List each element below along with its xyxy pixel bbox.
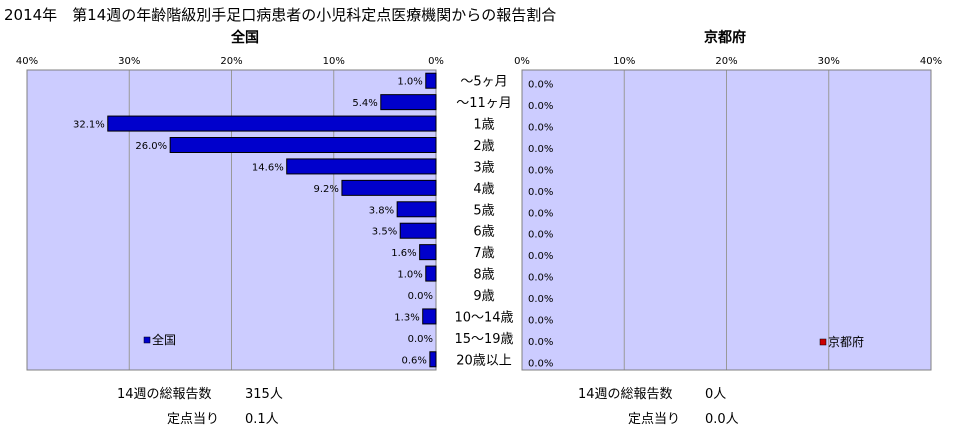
national-bar	[425, 265, 437, 282]
national-total-label: 14週の総報告数	[117, 387, 212, 402]
national-data-label: 26.0%	[135, 141, 167, 152]
kyoto-data-label: 0.0%	[528, 80, 553, 91]
national-total-value: 315人	[245, 387, 283, 402]
age-category-label: 6歳	[473, 225, 494, 240]
kyoto-data-label: 0.0%	[528, 187, 553, 198]
age-category-label: 5歳	[473, 203, 494, 218]
kyoto-legend-marker	[819, 338, 827, 346]
age-category-label: 20歳以上	[456, 353, 512, 368]
kyoto-total-label: 14週の総報告数	[578, 387, 673, 402]
age-category-label: ～11ヶ月	[456, 96, 512, 111]
kyoto-data-label: 0.0%	[528, 123, 553, 134]
kyoto-x-tick-label: 30%	[818, 56, 840, 67]
kyoto-data-label: 0.0%	[528, 165, 553, 176]
national-bar	[419, 244, 437, 261]
kyoto-per-site-value: 0.0人	[705, 412, 739, 427]
national-data-label: 3.8%	[369, 205, 394, 216]
age-category-label: 3歳	[473, 160, 494, 175]
national-data-label: 1.3%	[394, 312, 419, 323]
national-x-tick-label: 10%	[323, 56, 345, 67]
national-bar	[286, 158, 437, 175]
national-data-label: 0.0%	[408, 291, 433, 302]
national-x-tick-label: 30%	[118, 56, 140, 67]
age-category-label: 10～14歳	[454, 310, 513, 325]
age-category-label: ～5ヶ月	[460, 75, 507, 90]
kyoto-total-value: 0人	[705, 387, 727, 402]
kyoto-data-label: 0.0%	[528, 101, 553, 112]
kyoto-x-tick-label: 40%	[920, 56, 942, 67]
national-bar	[399, 222, 437, 239]
age-category-label: 9歳	[473, 289, 494, 304]
national-x-tick-label: 40%	[16, 56, 38, 67]
kyoto-data-label: 0.0%	[528, 251, 553, 262]
national-data-label: 0.6%	[401, 355, 426, 366]
national-data-label: 5.4%	[352, 98, 377, 109]
kyoto-data-label: 0.0%	[528, 208, 553, 219]
kyoto-data-label: 0.0%	[528, 144, 553, 155]
national-data-label: 1.6%	[391, 248, 416, 259]
age-category-label: 1歳	[473, 118, 494, 133]
national-data-label: 9.2%	[314, 184, 339, 195]
national-data-label: 1.0%	[397, 270, 422, 281]
national-per-site-label: 定点当り	[167, 412, 220, 427]
national-data-label: 3.5%	[372, 227, 397, 238]
national-data-label: 14.6%	[252, 162, 284, 173]
national-per-site-value: 0.1人	[245, 412, 279, 427]
national-bar	[107, 115, 437, 132]
national-x-tick-label: 0%	[428, 56, 444, 67]
kyoto-plot-border	[521, 69, 932, 371]
age-category-label: 4歳	[473, 182, 494, 197]
kyoto-data-label: 0.0%	[528, 315, 553, 326]
national-bar	[169, 137, 437, 153]
kyoto-x-tick-label: 20%	[715, 56, 737, 67]
national-legend-label: 全国	[152, 332, 176, 347]
national-legend-marker	[143, 336, 151, 344]
national-bar	[341, 179, 437, 196]
national-bar	[429, 351, 437, 368]
kyoto-data-label: 0.0%	[528, 358, 553, 369]
national-bar	[425, 72, 437, 89]
kyoto-x-tick-label: 0%	[514, 56, 530, 67]
age-category-label: 8歳	[473, 268, 494, 283]
national-bar	[380, 94, 437, 111]
age-category-label: 15～19歳	[454, 332, 513, 347]
national-chart-title: 全国	[231, 30, 259, 46]
kyoto-x-tick-label: 10%	[613, 56, 635, 67]
kyoto-legend-label: 京都府	[828, 334, 864, 349]
national-plot-border	[26, 69, 437, 371]
age-category-label: 2歳	[473, 139, 494, 154]
kyoto-data-label: 0.0%	[528, 273, 553, 284]
kyoto-per-site-label: 定点当り	[628, 412, 681, 427]
national-data-label: 32.1%	[73, 120, 105, 131]
national-bar	[422, 308, 437, 325]
kyoto-data-label: 0.0%	[528, 294, 553, 305]
page-title: 2014年 第14週の年齢階級別手足口病患者の小児科定点医療機関からの報告割合	[4, 6, 557, 24]
national-bar	[396, 201, 437, 218]
kyoto-data-label: 0.0%	[528, 337, 553, 348]
kyoto-data-label: 0.0%	[528, 230, 553, 241]
national-data-label: 0.0%	[408, 334, 433, 345]
national-x-tick-label: 20%	[220, 56, 242, 67]
national-data-label: 1.0%	[397, 77, 422, 88]
kyoto-chart-title: 京都府	[704, 30, 746, 46]
age-category-label: 7歳	[473, 246, 494, 261]
